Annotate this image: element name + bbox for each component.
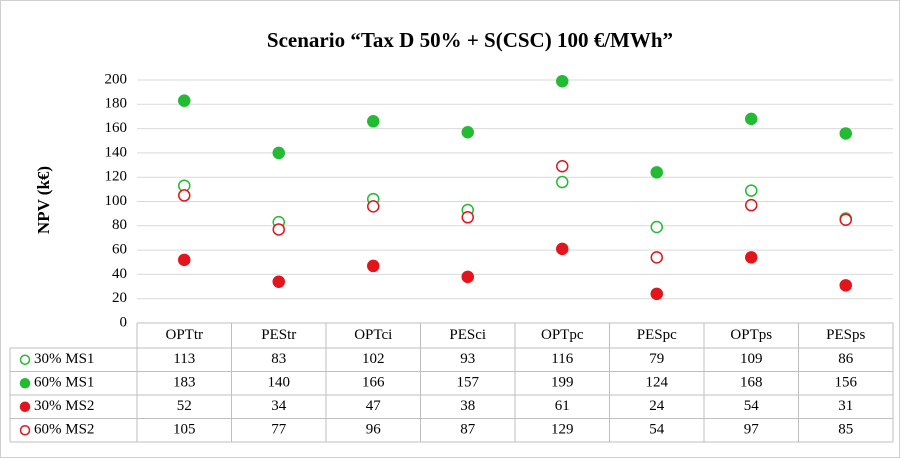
y-tick-label: 60 — [112, 242, 127, 258]
x-tick-label: OPTtr — [166, 327, 204, 343]
table-cell: 129 — [551, 422, 574, 438]
table-cell: 61 — [555, 398, 570, 414]
marker — [272, 275, 285, 288]
legend-label: 60% MS1 — [34, 375, 94, 391]
table-cell: 87 — [460, 422, 476, 438]
y-tick-label: 180 — [105, 96, 128, 112]
table-cell: 85 — [838, 422, 853, 438]
table-cell: 199 — [551, 375, 574, 391]
table-cell: 113 — [173, 351, 195, 367]
table-cell: 52 — [177, 398, 192, 414]
marker — [839, 279, 852, 292]
marker — [650, 166, 663, 179]
marker — [178, 94, 191, 107]
marker — [556, 175, 569, 189]
y-tick-label: 100 — [105, 193, 128, 209]
marker — [650, 251, 663, 264]
table-cell: 83 — [271, 351, 286, 367]
marker — [839, 127, 852, 140]
legend-marker — [19, 378, 31, 389]
marker — [556, 242, 569, 256]
marker — [178, 189, 191, 202]
marker — [367, 259, 380, 273]
legend-marker — [19, 401, 31, 412]
table-cell: 116 — [551, 351, 573, 367]
y-tick-label: 40 — [112, 266, 127, 282]
table-cell: 86 — [838, 351, 854, 367]
x-tick-label: PESci — [449, 327, 486, 343]
marker — [745, 184, 758, 197]
table-cell: 140 — [268, 375, 291, 391]
table-cell: 77 — [271, 422, 287, 438]
table-cell: 47 — [366, 398, 382, 414]
table-cell: 124 — [646, 375, 669, 391]
marker — [178, 253, 191, 267]
chart-title: Scenario “Tax D 50% + S(CSC) 100 €/MWh” — [267, 28, 673, 52]
x-tick-label: PEStr — [261, 327, 296, 343]
table-cell: 183 — [173, 375, 196, 391]
marker — [272, 146, 285, 160]
marker — [272, 223, 285, 236]
table-cell: 96 — [366, 422, 382, 438]
legend-label: 30% MS1 — [34, 351, 94, 367]
marker — [745, 112, 758, 126]
table-cell: 109 — [740, 351, 763, 367]
x-tick-label: PESpc — [637, 327, 677, 343]
y-tick-label: 0 — [120, 314, 128, 330]
table-cell: 31 — [838, 398, 853, 414]
table-cell: 38 — [460, 398, 475, 414]
table-cell: 93 — [460, 351, 475, 367]
y-axis-label: NPV (k€) — [34, 166, 53, 234]
table-cell: 102 — [362, 351, 385, 367]
x-tick-label: PESps — [826, 327, 865, 343]
legend-label: 30% MS2 — [34, 398, 94, 414]
y-tick-label: 200 — [105, 71, 128, 87]
marker — [367, 200, 380, 213]
table-cell: 24 — [649, 398, 665, 414]
marker — [461, 270, 474, 284]
marker — [650, 220, 663, 234]
marker — [461, 211, 474, 224]
marker — [745, 198, 758, 212]
y-tick-label: 140 — [105, 144, 128, 160]
x-tick-label: OPTpc — [541, 327, 584, 343]
x-tick-label: OPTci — [354, 327, 392, 343]
legend-marker — [19, 425, 31, 436]
table-cell: 54 — [744, 398, 760, 414]
table-cell: 105 — [173, 422, 196, 438]
table-cell: 166 — [362, 375, 385, 391]
y-tick-label: 120 — [105, 169, 128, 185]
table-cell: 97 — [744, 422, 760, 438]
table-cell: 168 — [740, 375, 763, 391]
marker — [367, 115, 380, 128]
legend-marker — [19, 354, 31, 365]
marker — [839, 213, 852, 226]
table-cell: 79 — [649, 351, 664, 367]
table-cell: 157 — [457, 375, 480, 391]
table-cell: 34 — [271, 398, 287, 414]
y-tick-label: 160 — [105, 120, 128, 136]
marker — [556, 160, 569, 173]
marker — [650, 287, 663, 301]
marker — [745, 251, 758, 264]
table-cell: 54 — [649, 422, 665, 438]
marker — [461, 125, 474, 139]
y-tick-label: 80 — [112, 217, 127, 233]
table-cell: 156 — [835, 375, 858, 391]
legend-label: 60% MS2 — [34, 422, 94, 438]
marker — [556, 74, 569, 88]
x-tick-label: OPTps — [730, 327, 772, 343]
y-tick-label: 20 — [112, 290, 127, 306]
